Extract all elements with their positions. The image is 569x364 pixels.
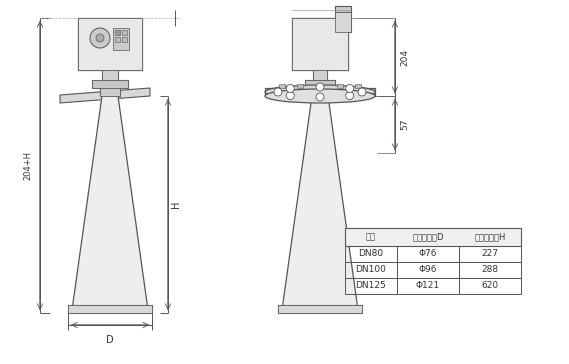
Circle shape: [316, 83, 324, 91]
Bar: [459, 246, 521, 262]
Bar: [122, 30, 127, 35]
Bar: [78, 18, 142, 70]
Bar: [122, 37, 127, 42]
Bar: [292, 18, 348, 70]
Bar: [278, 305, 362, 313]
Circle shape: [274, 88, 282, 96]
Bar: [68, 305, 152, 313]
Circle shape: [96, 34, 104, 42]
Text: 204+H: 204+H: [23, 150, 32, 179]
Text: 喇叭口直径D: 喇叭口直径D: [413, 233, 444, 241]
Bar: [292, 18, 348, 70]
Bar: [459, 262, 521, 278]
Bar: [78, 18, 142, 70]
Text: H: H: [171, 200, 181, 208]
Bar: [397, 228, 459, 246]
Bar: [102, 70, 118, 80]
Bar: [459, 278, 521, 294]
Bar: [459, 228, 521, 246]
Bar: [100, 88, 120, 96]
Polygon shape: [72, 96, 148, 310]
Circle shape: [90, 28, 110, 48]
Bar: [100, 88, 120, 96]
Bar: [397, 262, 459, 278]
Circle shape: [286, 91, 294, 99]
Bar: [102, 70, 118, 80]
Text: DN100: DN100: [356, 265, 386, 274]
Bar: [305, 80, 335, 88]
Bar: [279, 84, 285, 88]
Text: Φ121: Φ121: [416, 281, 440, 290]
Bar: [278, 305, 362, 313]
Bar: [397, 246, 459, 262]
Polygon shape: [282, 96, 358, 310]
Polygon shape: [60, 88, 150, 103]
Polygon shape: [335, 6, 351, 12]
Circle shape: [358, 88, 366, 96]
Bar: [345, 228, 521, 246]
Bar: [305, 80, 335, 88]
Bar: [113, 28, 129, 50]
Bar: [265, 88, 375, 96]
Bar: [92, 80, 128, 88]
Bar: [313, 70, 327, 80]
Bar: [345, 246, 397, 262]
Text: 57: 57: [401, 118, 410, 130]
Text: DN125: DN125: [356, 281, 386, 290]
Text: 620: 620: [481, 281, 498, 290]
Text: Φ96: Φ96: [419, 265, 437, 274]
Text: 喇叭口高度H: 喇叭口高度H: [475, 233, 506, 241]
Text: Φ76: Φ76: [419, 249, 437, 258]
Circle shape: [346, 84, 354, 92]
Text: 204: 204: [401, 48, 410, 66]
Bar: [68, 305, 152, 313]
Bar: [115, 37, 120, 42]
Text: DN80: DN80: [358, 249, 384, 258]
Bar: [345, 278, 397, 294]
Bar: [355, 84, 361, 88]
Bar: [313, 70, 327, 80]
Text: 227: 227: [481, 249, 498, 258]
Circle shape: [346, 91, 354, 99]
Bar: [92, 80, 128, 88]
Bar: [297, 84, 303, 88]
Ellipse shape: [265, 85, 375, 99]
Bar: [345, 228, 397, 246]
Text: 288: 288: [481, 265, 498, 274]
Circle shape: [286, 84, 294, 92]
Bar: [337, 84, 343, 88]
Bar: [113, 28, 129, 50]
Text: 法兰: 法兰: [366, 233, 376, 241]
Bar: [115, 30, 120, 35]
Circle shape: [316, 93, 324, 101]
Bar: [345, 262, 397, 278]
Text: D: D: [106, 335, 114, 345]
Bar: [335, 12, 351, 32]
Bar: [397, 278, 459, 294]
Ellipse shape: [265, 89, 375, 103]
Bar: [335, 12, 351, 32]
